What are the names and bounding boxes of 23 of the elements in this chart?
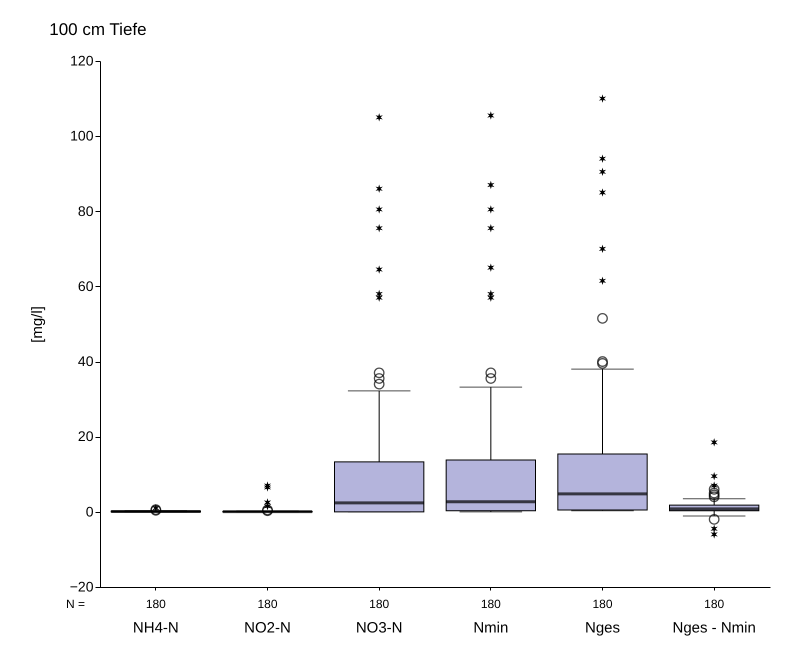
y-tick-label: 60 [78,278,94,294]
text: 180 [480,597,502,611]
y-tick-label: 20 [78,428,94,444]
x-tick-label: Nges [584,620,620,636]
text: 180 [704,597,724,611]
y-tick-label: 120 [70,52,94,68]
text: 180 [592,597,613,611]
y-tick-label: 80 [78,202,94,219]
y-tick-label: 40 [78,353,94,370]
x-tick-label: Nmin [473,620,508,636]
text: N = [66,597,85,611]
x-tick-label: NO3-N [356,620,403,636]
x-tick-label: NO2-N [244,620,291,636]
y-tick-label: 0 [86,503,94,520]
y-tick-label: −20 [70,578,94,594]
x-tick-label: NH4-N [132,620,179,636]
y-axis-title: [mg/l] [28,306,46,343]
text: 180 [146,597,166,611]
text: 180 [257,597,278,611]
chart-title: 100 cm Tiefe [49,20,147,39]
text: 180 [369,597,390,611]
x-tick-label: Nges - Nmin [672,620,756,636]
y-tick-label: 100 [70,128,94,144]
